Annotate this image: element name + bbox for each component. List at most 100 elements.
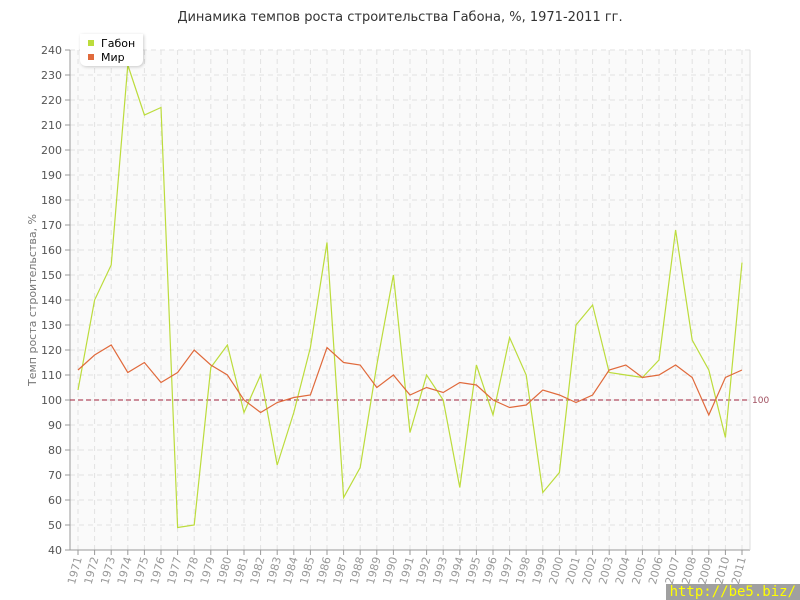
data-point [641,376,644,379]
data-point [591,394,594,397]
data-point [292,396,295,399]
y-tick-label: 110 [41,369,62,382]
watermark: http://be5.biz/ [665,584,800,600]
y-tick-label: 130 [41,319,62,332]
data-point [724,376,727,379]
series-line-world [77,344,743,417]
data-point [558,394,561,397]
legend-swatch [88,54,94,60]
y-tick-label: 100 [41,394,62,407]
legend-label: Габон [101,36,136,50]
data-point [425,374,428,377]
y-tick-label: 60 [48,494,62,507]
legend: Габон Мир [80,34,144,66]
data-point [409,431,412,434]
y-tick-label: 210 [41,119,62,132]
data-point [160,381,163,384]
data-point [392,374,395,377]
data-point [110,264,113,267]
reference-line-label: 100 [752,396,769,406]
data-point [309,346,312,349]
y-tick-label: 40 [48,544,62,557]
data-point [608,369,611,372]
data-point [375,364,378,367]
y-tick-label: 90 [48,419,62,432]
data-point [691,339,694,342]
data-point [525,404,528,407]
data-point [674,229,677,232]
data-point [492,399,495,402]
data-point [309,394,312,397]
y-axis-label: Темп роста строительства, % [26,214,39,387]
data-point [342,361,345,364]
data-point [624,364,627,367]
legend-item-gabon[interactable]: Габон [88,36,135,50]
data-point [458,381,461,384]
x-tick-label: 2011 [729,555,749,585]
y-tick-label: 140 [41,294,62,307]
data-point [226,344,229,347]
data-point [707,369,710,372]
data-point [193,349,196,352]
data-point [442,399,445,402]
data-point [442,391,445,394]
data-point [193,524,196,527]
y-tick-label: 120 [41,344,62,357]
data-point [93,354,96,357]
data-point [508,406,511,409]
y-tick-label: 170 [41,219,62,232]
data-point [707,414,710,417]
data-point [691,376,694,379]
data-point [359,364,362,367]
data-point [541,491,544,494]
data-point [558,471,561,474]
chart-title: Динамика темпов роста строительства Габо… [177,10,623,25]
data-point [110,344,113,347]
data-point [126,371,129,374]
y-tick-label: 200 [41,144,62,157]
data-point [741,369,744,372]
y-tick-label: 70 [48,469,62,482]
y-tick-label: 240 [41,44,62,57]
series-line-gabon [77,64,743,529]
data-point [658,359,661,362]
data-point [674,364,677,367]
data-point [475,364,478,367]
data-point [359,466,362,469]
data-point [326,241,329,244]
data-point [724,436,727,439]
data-point [425,386,428,389]
y-tick-label: 160 [41,244,62,257]
data-point [624,374,627,377]
y-tick-label: 50 [48,519,62,532]
data-point [93,299,96,302]
data-point [658,374,661,377]
y-tick-label: 150 [41,269,62,282]
data-point [575,324,578,327]
data-point [292,411,295,414]
y-tick-label: 80 [48,444,62,457]
legend-item-world[interactable]: Мир [88,50,135,64]
data-point [492,414,495,417]
data-point [77,369,80,372]
data-point [591,304,594,307]
y-tick-label: 230 [41,69,62,82]
data-point [226,374,229,377]
data-point [326,346,329,349]
legend-swatch [88,40,94,46]
data-point [243,399,246,402]
data-point [160,106,163,109]
data-point [575,401,578,404]
data-point [259,411,262,414]
data-point [475,384,478,387]
data-point [508,336,511,339]
y-tick-label: 190 [41,169,62,182]
data-point [176,371,179,374]
data-point [392,274,395,277]
data-point [143,114,146,117]
legend-label: Мир [101,50,125,64]
data-point [276,401,279,404]
data-point [409,394,412,397]
data-point [458,486,461,489]
